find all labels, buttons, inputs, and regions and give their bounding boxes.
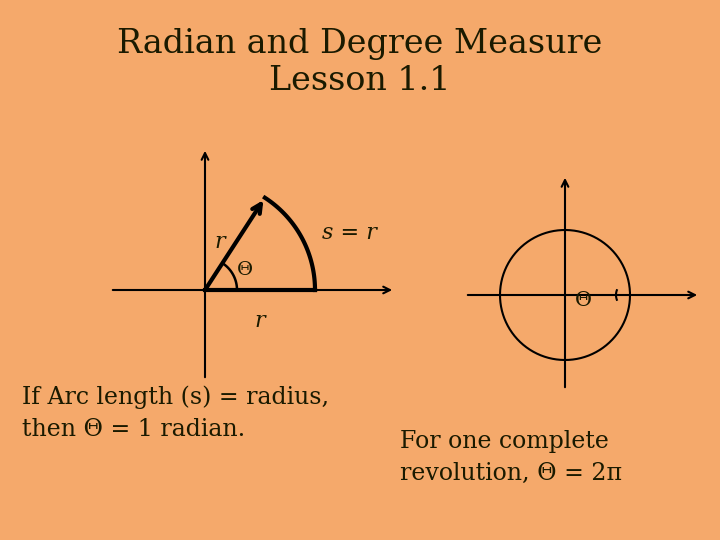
Text: r: r [215, 231, 225, 253]
Text: Θ: Θ [238, 261, 253, 279]
Text: For one complete
revolution, Θ = 2π: For one complete revolution, Θ = 2π [400, 430, 622, 485]
Text: r: r [255, 310, 265, 332]
Text: s = r: s = r [322, 221, 377, 244]
Text: Radian and Degree Measure
Lesson 1.1: Radian and Degree Measure Lesson 1.1 [117, 28, 603, 97]
Text: If Arc length (s) = radius,
then Θ = 1 radian.: If Arc length (s) = radius, then Θ = 1 r… [22, 385, 329, 441]
Text: Θ: Θ [575, 291, 592, 309]
